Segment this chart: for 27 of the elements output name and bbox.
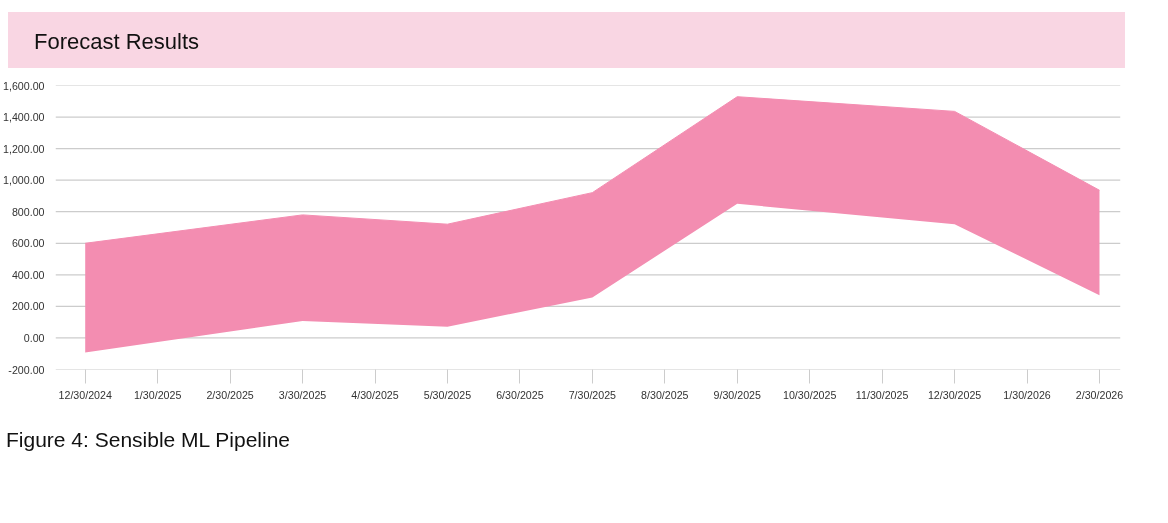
y-tick-label: 0.00: [23, 331, 45, 344]
x-tick-label: 3/30/2025: [278, 388, 327, 401]
y-tick-label: 800.00: [11, 205, 45, 218]
y-tick-label: -200.00: [8, 363, 45, 376]
x-tick-label: 8/30/2025: [641, 388, 689, 401]
y-tick-label: 600.00: [11, 237, 45, 250]
x-tick-label: 1/30/2025: [133, 388, 182, 401]
x-tick-label: 4/30/2025: [351, 388, 399, 401]
y-tick-label: 1,400.00: [3, 111, 45, 124]
x-tick-label: 2/30/2026: [1075, 388, 1124, 401]
y-tick-label: 1,000.00: [3, 174, 45, 187]
y-tick-label: 400.00: [11, 268, 45, 281]
x-tick-label: 12/30/2024: [58, 388, 112, 401]
y-tick-label: 1,600.00: [3, 79, 45, 92]
x-tick-label: 6/30/2025: [496, 388, 544, 401]
caption: Figure 4: Sensible ML Pipeline: [6, 427, 291, 453]
x-tick-label: 7/30/2025: [568, 388, 617, 401]
x-tick-label: 5/30/2025: [423, 388, 472, 401]
x-tick-label: 9/30/2025: [713, 388, 762, 401]
y-tick-label: 200.00: [11, 300, 45, 313]
chart-title: Forecast Results: [34, 28, 200, 56]
x-tick-label: 1/30/2026: [1003, 388, 1051, 401]
x-tick-label: 11/30/2025: [855, 388, 909, 401]
x-tick-label: 2/30/2025: [206, 388, 254, 401]
x-tick-label: 10/30/2025: [783, 388, 837, 401]
y-tick-label: 1,200.00: [3, 142, 45, 155]
x-tick-label: 12/30/2025: [927, 388, 982, 401]
